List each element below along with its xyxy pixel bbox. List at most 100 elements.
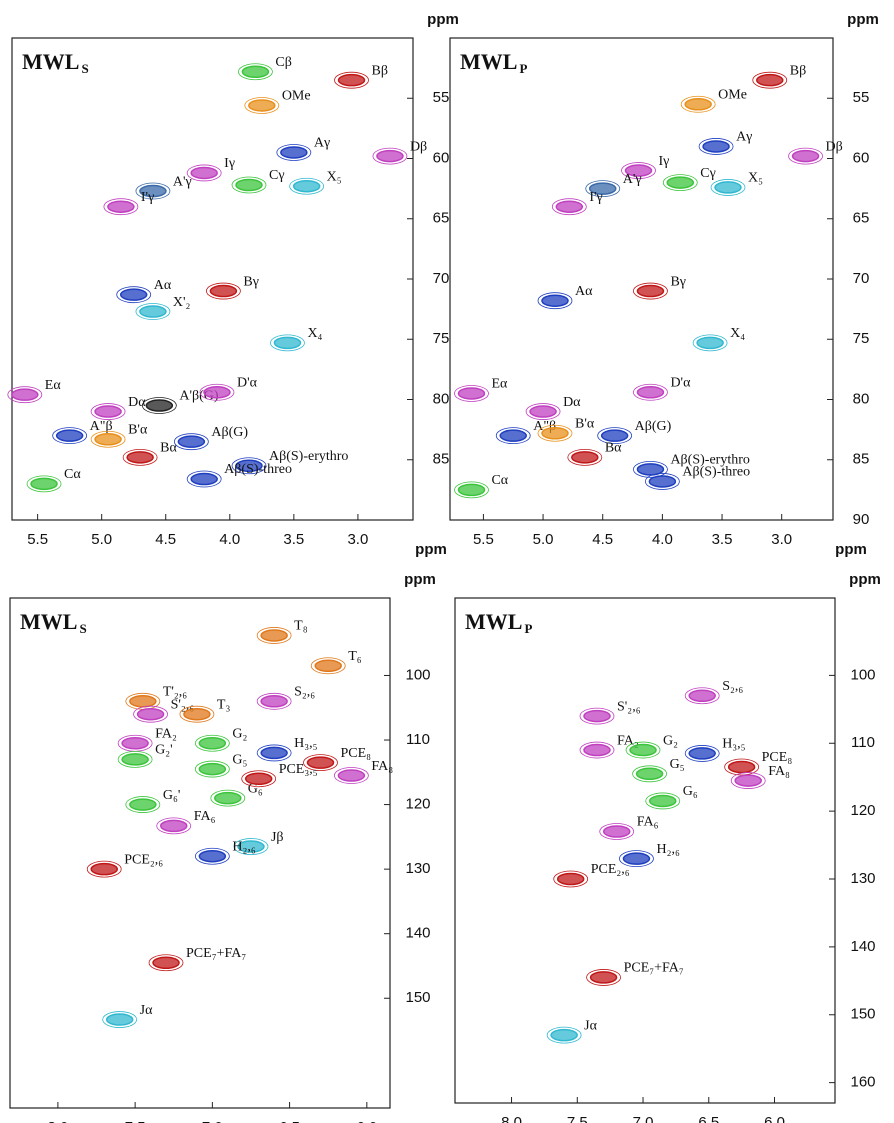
cross-peak-contour: [289, 177, 325, 195]
y-tick-label: 60: [433, 149, 450, 166]
cross-peak: [727, 760, 756, 774]
y-tick-label: 140: [850, 938, 875, 955]
peak-label: G₆: [248, 781, 263, 796]
peak-label: S'₂,₆: [171, 697, 195, 712]
peak-label: X'₂: [173, 295, 191, 310]
cross-peak: [30, 477, 58, 491]
peak-label: I'γ: [589, 190, 602, 205]
plot-frame: [454, 597, 836, 1104]
cross-peak: [791, 149, 820, 163]
cross-peak-contour: [141, 397, 177, 414]
cross-peak-contour: [730, 772, 766, 789]
cross-peak-contour: [186, 164, 222, 182]
cross-peak: [198, 762, 227, 776]
cross-peak: [734, 774, 762, 787]
cross-peak: [119, 288, 148, 301]
peak-label: Bγ: [243, 274, 259, 289]
peak-label: FA₈: [371, 759, 393, 774]
peak-label: Bα: [160, 441, 177, 456]
peak-label: G₅: [232, 752, 247, 767]
peak-label: Aγ: [736, 130, 752, 145]
peak-label: Dα: [128, 395, 146, 410]
cross-peak: [636, 284, 665, 298]
x-tick-label: 7.0: [633, 1114, 654, 1123]
cross-peak: [121, 753, 149, 766]
cross-peak-contour: [710, 179, 746, 196]
peak-label: B'α: [128, 422, 148, 437]
cross-peak: [666, 176, 695, 189]
cross-peak-contour: [586, 969, 621, 986]
cross-peak-contour: [231, 176, 267, 194]
cross-peak: [571, 451, 599, 464]
peak-label: D'α: [670, 375, 691, 390]
cross-peak-contour: [256, 627, 292, 644]
peak-label: Bα: [605, 441, 622, 456]
cross-peak: [183, 707, 211, 721]
cross-peak-contour: [644, 473, 680, 490]
cross-peak-contour: [148, 954, 184, 972]
x-tick-label: 7.0: [202, 1119, 223, 1123]
cross-peak-contour: [788, 147, 823, 165]
cross-peak-contour: [199, 383, 235, 401]
cross-peak: [636, 386, 665, 399]
cross-peak-contour: [102, 1011, 138, 1028]
cross-peak-contour: [645, 792, 681, 810]
cross-peak: [121, 737, 149, 750]
cross-peak-contour: [233, 838, 269, 855]
peak-label: S₂,₆: [294, 685, 315, 700]
cross-peak: [129, 695, 157, 708]
cross-peak: [648, 475, 677, 488]
peak-label: Bβ: [790, 63, 806, 78]
cross-peak: [248, 99, 276, 112]
cross-peak-contour: [86, 860, 122, 878]
y-axis-label: ppm: [849, 571, 881, 588]
cross-peak-contour: [724, 758, 760, 776]
cross-peak-contour: [241, 770, 277, 788]
cross-peak: [635, 767, 664, 781]
peak-label: Cα: [64, 467, 81, 482]
x-tick-label: 6.0: [356, 1119, 377, 1123]
x-tick-label: 4.5: [592, 531, 613, 548]
cross-peak-contour: [194, 734, 230, 752]
cross-peak-contour: [26, 475, 62, 493]
cross-peak-contour: [122, 448, 158, 466]
cross-peak-contour: [625, 741, 661, 759]
cross-peak-contour: [303, 754, 338, 772]
cross-peak: [696, 336, 724, 350]
cross-peak-contour: [135, 303, 171, 320]
y-tick-label: 65: [853, 210, 870, 227]
cross-peak-contour: [135, 182, 171, 200]
cross-peak-contour: [599, 823, 635, 840]
cross-peak: [622, 852, 651, 865]
cross-peak: [714, 181, 742, 194]
cross-peak-contour: [103, 198, 139, 216]
y-tick-label: 130: [850, 870, 875, 887]
y-tick-label: 120: [850, 802, 875, 819]
peak-label: PCE₈: [762, 750, 793, 765]
x-tick-label: 4.5: [155, 531, 176, 548]
peak-label: H₃,₅: [722, 737, 745, 752]
cross-peak-contour: [553, 870, 589, 888]
y-axis-label: ppm: [427, 11, 459, 28]
cross-peak: [214, 791, 242, 805]
cross-peak-contour: [179, 705, 215, 723]
cross-peak: [588, 182, 617, 195]
cross-peak: [139, 305, 167, 318]
cross-peak-contour: [585, 180, 621, 198]
cross-peak-contour: [310, 657, 346, 675]
panel-title-subscript: P: [519, 61, 527, 76]
peak-label: Aβ(G): [635, 419, 672, 434]
cross-peak: [94, 433, 122, 446]
peak-label: Dα: [563, 395, 581, 410]
y-tick-label: 75: [853, 330, 870, 347]
cross-peak: [198, 737, 227, 750]
cross-peak-contour: [276, 144, 312, 161]
y-tick-label: 130: [405, 860, 430, 877]
cross-peak: [556, 872, 585, 886]
cross-peak: [529, 405, 557, 418]
peak-label: Aβ(S)-erythro: [670, 453, 749, 468]
peak-label: X₅: [748, 171, 763, 186]
cross-peak-contour: [270, 334, 305, 352]
cross-peak: [90, 862, 118, 876]
cross-peak: [499, 429, 527, 442]
